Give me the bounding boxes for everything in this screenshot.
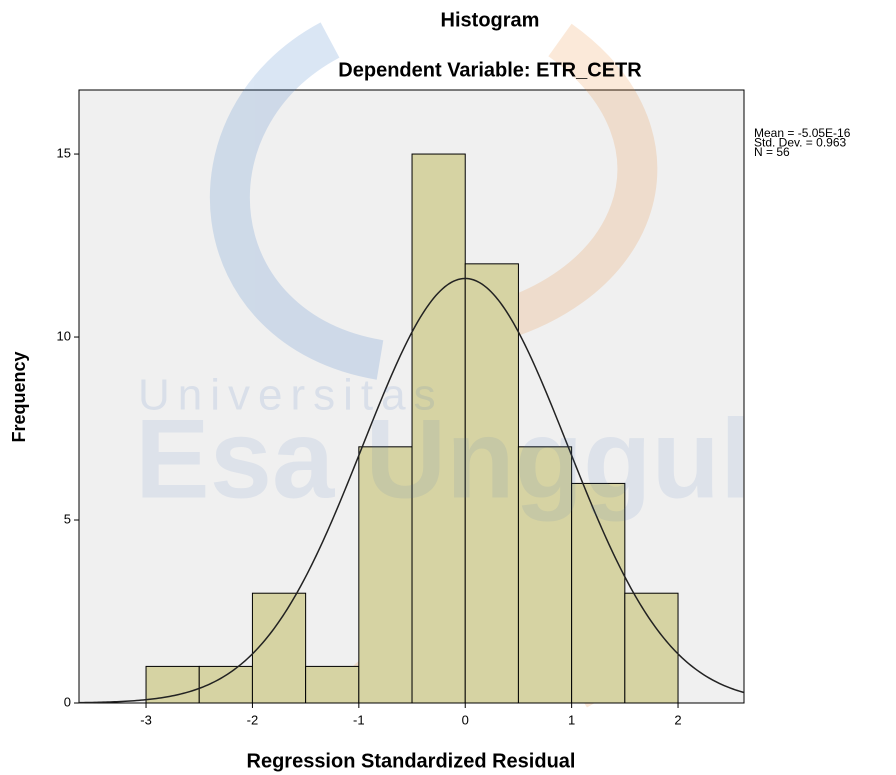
bar: [306, 666, 359, 703]
x-tick-label: 0: [462, 712, 469, 727]
y-tick-label: 0: [64, 694, 71, 709]
chart-subtitle: Dependent Variable: ETR_CETR: [338, 59, 642, 81]
watermark-text: Esa Unggul: [135, 397, 751, 522]
bar: [146, 666, 199, 703]
y-tick-label: 15: [57, 145, 71, 160]
stats-label: N = 56: [754, 145, 790, 159]
y-axis-label: Frequency: [9, 351, 29, 442]
x-tick-label: -1: [353, 712, 365, 727]
x-tick-label: -3: [140, 712, 152, 727]
x-tick-label: 2: [674, 712, 681, 727]
y-tick-label: 5: [64, 511, 71, 526]
chart: Histogram Dependent Variable: ETR_CETR R…: [0, 0, 896, 775]
y-tick-label: 10: [57, 328, 71, 343]
x-axis-label: Regression Standardized Residual: [247, 750, 576, 772]
bar: [252, 593, 305, 703]
chart-title: Histogram: [441, 9, 540, 31]
bar: [625, 593, 678, 703]
x-tick-label: -2: [247, 712, 259, 727]
x-tick-label: 1: [568, 712, 575, 727]
